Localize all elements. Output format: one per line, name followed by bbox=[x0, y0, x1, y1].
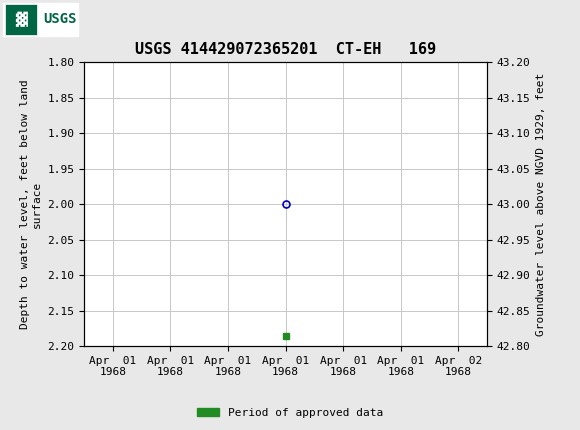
Bar bbox=[5, 4, 37, 35]
Y-axis label: Depth to water level, feet below land
surface: Depth to water level, feet below land su… bbox=[20, 80, 42, 329]
Text: USGS: USGS bbox=[44, 12, 77, 26]
Legend: Period of approved data: Period of approved data bbox=[193, 403, 387, 422]
Y-axis label: Groundwater level above NGVD 1929, feet: Groundwater level above NGVD 1929, feet bbox=[536, 73, 546, 336]
Title: USGS 414429072365201  CT-EH   169: USGS 414429072365201 CT-EH 169 bbox=[135, 42, 436, 57]
Bar bbox=[3, 3, 78, 36]
Text: ▓: ▓ bbox=[14, 12, 27, 27]
